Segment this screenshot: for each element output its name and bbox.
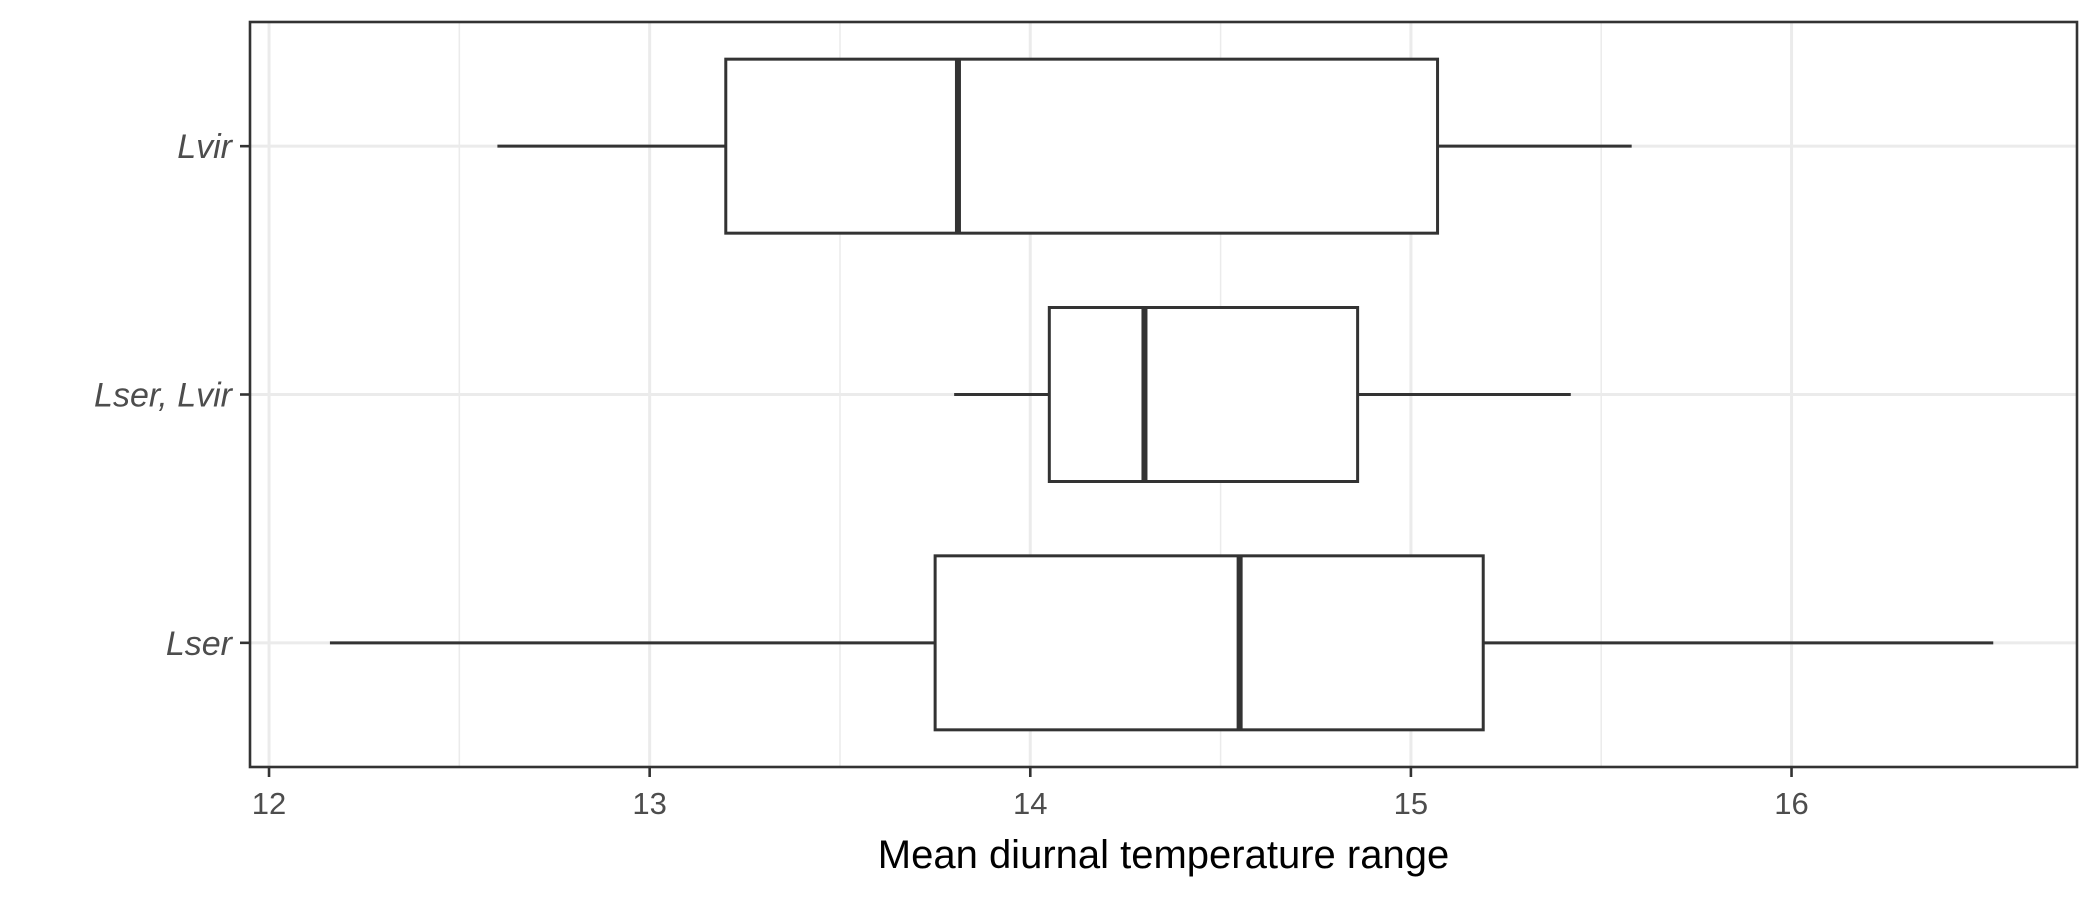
box-iqr bbox=[933, 554, 1485, 732]
x-tick-label: 12 bbox=[252, 786, 286, 821]
box-lser-lvir bbox=[954, 306, 1571, 483]
y-axis-ticks: Lvir Lser, Lvir Lser bbox=[94, 128, 250, 663]
box-layer bbox=[329, 57, 1994, 732]
x-tick-label: 13 bbox=[632, 786, 666, 821]
box-iqr bbox=[1047, 306, 1360, 483]
y-tick-label: Lser bbox=[166, 625, 234, 663]
y-tick-label: Lvir bbox=[177, 128, 233, 166]
x-tick-label: 16 bbox=[1774, 786, 1808, 821]
y-tick-label: Lser, Lvir bbox=[94, 377, 234, 415]
x-tick-label: 15 bbox=[1394, 786, 1428, 821]
x-tick-label: 14 bbox=[1013, 786, 1047, 821]
box-lser bbox=[329, 554, 1994, 732]
box-iqr bbox=[724, 57, 1440, 235]
box-lvir bbox=[497, 57, 1632, 235]
x-axis-title: Mean diurnal temperature range bbox=[878, 833, 1449, 877]
x-axis-ticks: 12 13 14 15 16 bbox=[252, 767, 1809, 821]
